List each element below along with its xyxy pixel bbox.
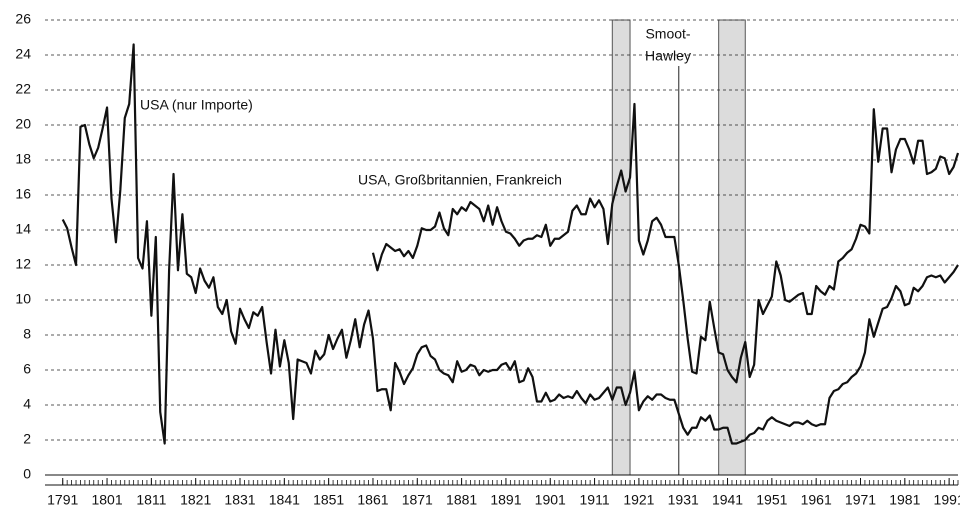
x-tick-label: 1811 [136, 492, 166, 508]
x-tick-label: 1911 [580, 492, 610, 508]
annotation: USA, Großbritannien, Frankreich [358, 172, 562, 188]
x-tick-label: 1901 [535, 492, 566, 508]
y-tick-label: 12 [15, 256, 31, 272]
x-tick-label: 1801 [91, 492, 122, 508]
annotation: USA (nur Importe) [140, 97, 253, 113]
y-tick-label: 20 [15, 116, 31, 132]
x-tick-label: 1991 [934, 492, 960, 508]
x-tick-label: 1941 [712, 492, 743, 508]
x-tick-label: 1951 [756, 492, 787, 508]
y-tick-label: 14 [15, 221, 31, 237]
x-tick-label: 1851 [313, 492, 344, 508]
x-tick-label: 1871 [402, 492, 433, 508]
y-tick-label: 6 [23, 361, 31, 377]
x-tick-label: 1791 [47, 492, 78, 508]
y-tick-label: 8 [23, 326, 31, 342]
y-tick-label: 24 [15, 46, 31, 62]
y-tick-label: 10 [15, 291, 31, 307]
x-tick-label: 1831 [224, 492, 255, 508]
annotation: Smoot- [645, 26, 690, 42]
x-tick-label: 1921 [623, 492, 654, 508]
y-tick-label: 16 [15, 186, 31, 202]
x-tick-label: 1961 [801, 492, 832, 508]
x-tick-label: 1891 [490, 492, 521, 508]
x-tick-label: 1981 [889, 492, 920, 508]
y-tick-label: 4 [23, 396, 31, 412]
y-tick-label: 0 [23, 466, 31, 482]
series-line [371, 102, 960, 384]
y-tick-label: 22 [15, 81, 31, 97]
x-tick-label: 1861 [357, 492, 388, 508]
x-tick-label: 1841 [269, 492, 300, 508]
x-tick-label: 1931 [668, 492, 699, 508]
x-tick-label: 1821 [180, 492, 211, 508]
y-tick-label: 26 [15, 11, 31, 27]
x-tick-label: 1971 [845, 492, 876, 508]
series-line [61, 43, 959, 445]
y-tick-label: 18 [15, 151, 31, 167]
x-tick-label: 1881 [446, 492, 477, 508]
annotation: Hawley [645, 48, 691, 64]
shaded-range [718, 19, 746, 476]
shaded-range [611, 19, 631, 476]
y-tick-label: 2 [23, 431, 31, 447]
